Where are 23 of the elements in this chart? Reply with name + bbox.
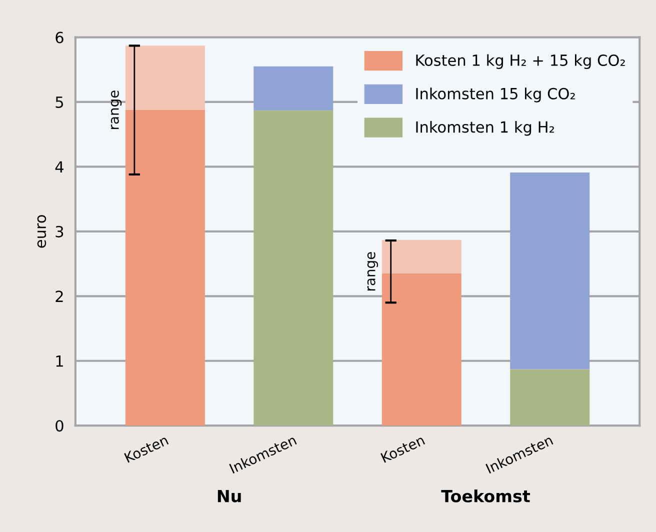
- y-tick-label: 1: [56, 356, 63, 367]
- annotation: range: [110, 90, 122, 129]
- y-tick-label: 6: [56, 32, 64, 44]
- y-axis-title: euro: [37, 215, 46, 248]
- bar: [510, 369, 590, 426]
- bar: [254, 110, 334, 426]
- bar: [382, 273, 462, 426]
- y-tick-label: 5: [56, 96, 63, 108]
- y-tick-label: 2: [56, 290, 63, 302]
- bar: [382, 240, 462, 274]
- bar: [254, 66, 334, 110]
- annotation: range: [367, 252, 378, 290]
- y-tick-label: 4: [55, 161, 64, 172]
- bar: [125, 46, 205, 110]
- legend-label: Kosten 1 kg H₂ + 15 kg CO₂: [416, 54, 625, 69]
- legend-label: Inkomsten 15 kg CO₂: [416, 88, 575, 102]
- text: Toekomst: [441, 489, 530, 502]
- text: Nu: [218, 490, 241, 502]
- bar: [510, 172, 590, 370]
- y-tick-label: 3: [56, 226, 64, 238]
- legend-label: Inkomsten 1 kg H₂: [416, 120, 554, 136]
- y-tick-label: 0: [56, 420, 64, 432]
- bar: [125, 110, 205, 426]
